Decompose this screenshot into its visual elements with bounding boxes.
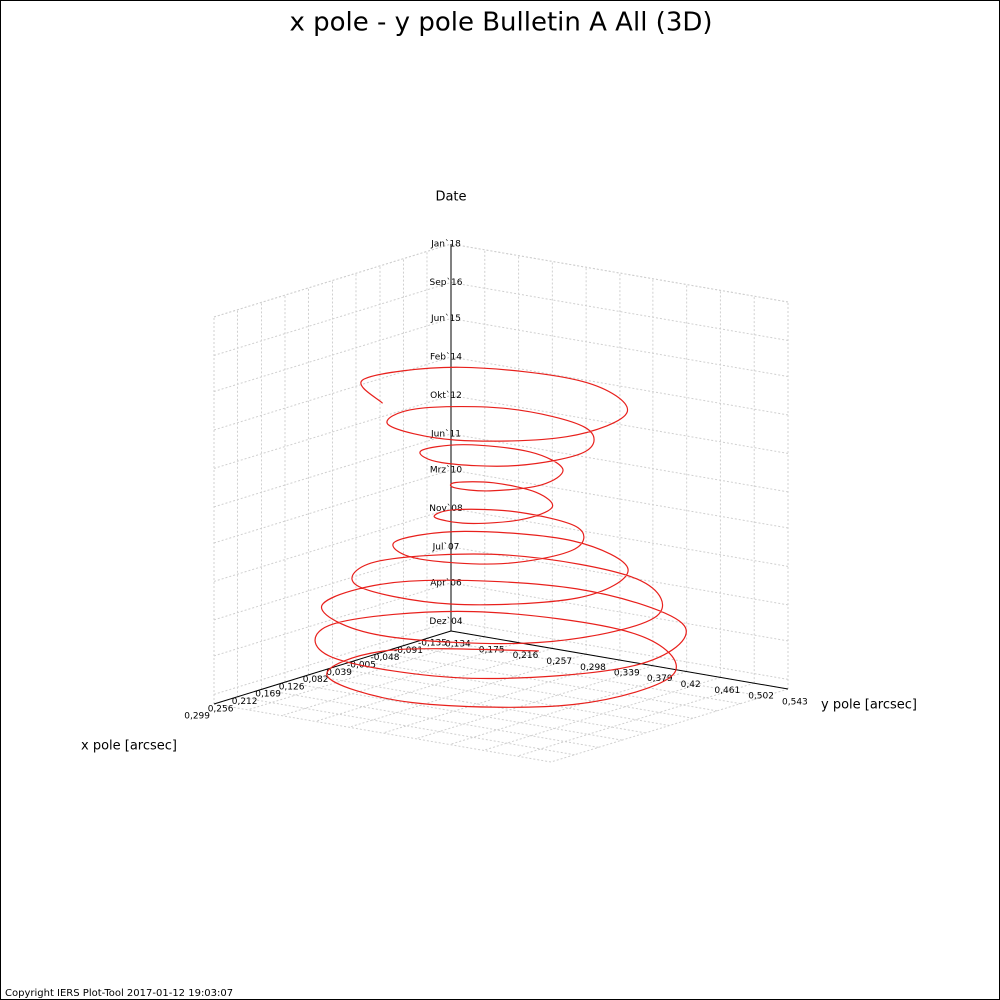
y-tick-label: 0,257 <box>546 657 572 667</box>
grid-line <box>450 546 789 606</box>
pole-track <box>314 366 687 708</box>
x-axis-title: x pole [arcsec] <box>81 739 177 754</box>
grid-line <box>450 394 789 454</box>
y-axis <box>450 630 789 690</box>
y-tick-label: 0,379 <box>647 674 673 684</box>
grid-line <box>332 667 670 726</box>
y-tick-label: 0,134 <box>445 640 471 650</box>
grid-line <box>284 681 623 741</box>
x-tick-label: 0,082 <box>303 675 329 685</box>
z-tick-label: Mrz`10 <box>430 464 462 475</box>
grid-line <box>308 674 646 734</box>
x-tick-label: 0,169 <box>255 690 281 700</box>
grid-line <box>237 696 575 756</box>
grid-line <box>379 652 718 712</box>
grid-line <box>450 243 789 303</box>
grid-line <box>213 546 452 621</box>
y-tick-label: 0,502 <box>748 692 774 702</box>
grid-line <box>450 507 789 567</box>
y-tick-label: 0,339 <box>614 669 640 679</box>
x-tick-label: 0,299 <box>184 712 210 722</box>
z-tick-label: Jun`15 <box>430 313 461 324</box>
grid-line <box>213 394 452 469</box>
y-tick-label: 0,42 <box>681 680 701 690</box>
grid-line <box>450 469 789 529</box>
grid-line <box>450 318 789 378</box>
grid-line <box>213 620 452 695</box>
grid-line <box>382 659 621 734</box>
y-tick-label: 0,175 <box>479 645 505 655</box>
z-tick-label: Jun`11 <box>430 428 461 439</box>
grid-line <box>213 433 452 508</box>
z-tick-label: Nov`08 <box>429 503 463 514</box>
grid-line <box>213 469 452 544</box>
grid-line <box>315 647 553 722</box>
grid-line <box>450 582 789 642</box>
y-axis-title: y pole [arcsec] <box>821 698 917 713</box>
grid-line <box>415 665 654 740</box>
y-tick-label: 0,461 <box>714 686 740 696</box>
grid-line <box>213 318 452 392</box>
grid-line <box>355 659 694 719</box>
grid-line <box>483 676 721 751</box>
grid-line <box>450 281 789 341</box>
grid-line <box>426 637 765 697</box>
grid-line <box>261 688 599 748</box>
chart-title: x pole - y pole Bulletin A All (3D) <box>289 8 712 38</box>
x-tick-label: 0,126 <box>279 682 305 692</box>
grid-line <box>213 356 452 431</box>
grid-line <box>450 356 789 416</box>
y-tick-label: 0,216 <box>513 651 539 661</box>
z-tick-label: Sep`16 <box>430 277 463 288</box>
x-tick-label: 0,039 <box>326 668 352 678</box>
grid-line <box>348 653 587 728</box>
footer: Copyright IERS Plot-Tool 2017-01-12 19:0… <box>5 988 233 999</box>
z-tick-label: Apr`06 <box>430 577 462 588</box>
grid-line <box>213 281 452 356</box>
x-tick-label: -0,091 <box>394 646 423 656</box>
grid-line <box>213 703 552 763</box>
x-tick-label: -0,048 <box>370 653 399 663</box>
z-tick-label: Jan`18 <box>430 239 461 250</box>
grid-line <box>213 582 452 657</box>
z-tick-label: Okt`12 <box>430 390 462 401</box>
grid-line <box>213 243 452 318</box>
z-axis-title: Date <box>435 190 466 205</box>
z-tick-label: Dez`04 <box>429 616 462 627</box>
x-tick-label: -0,135 <box>418 639 447 649</box>
z-tick-label: Jul`07 <box>432 541 460 552</box>
grid-line <box>403 645 741 705</box>
grid-line <box>449 671 687 746</box>
grid-line <box>517 682 755 757</box>
grid-line <box>213 507 452 582</box>
grid-line <box>450 243 789 303</box>
z-tick-label: Feb`14 <box>430 351 462 362</box>
x-tick-label: 0,212 <box>232 697 258 707</box>
y-tick-label: 0,298 <box>580 663 606 673</box>
grid-line <box>281 642 519 717</box>
grid-line <box>550 688 789 763</box>
x-tick-label: 0,256 <box>208 704 234 714</box>
grid-line <box>450 620 789 680</box>
grid-line <box>450 433 789 493</box>
y-tick-label: 0,543 <box>782 698 808 708</box>
